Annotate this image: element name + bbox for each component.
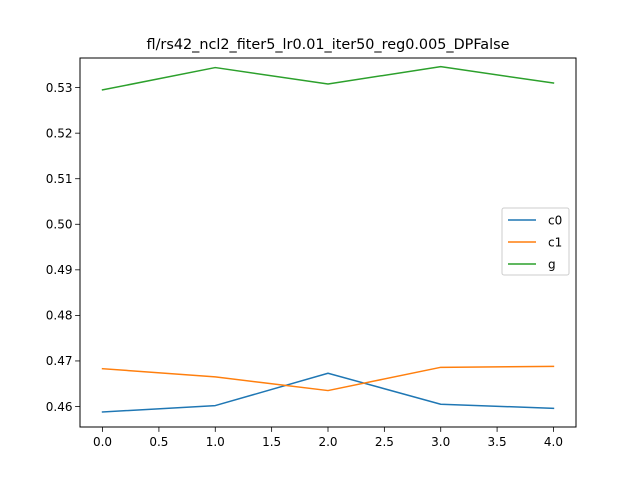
y-tick-label: 0.47 bbox=[46, 354, 73, 368]
x-tick-label: 0.5 bbox=[149, 435, 168, 449]
y-tick-label: 0.46 bbox=[46, 400, 73, 414]
x-tick-label: 1.0 bbox=[206, 435, 225, 449]
legend-items: c0 c1 g bbox=[508, 213, 562, 271]
y-tick-label: 0.51 bbox=[46, 172, 73, 186]
y-tick-label: 0.50 bbox=[46, 218, 73, 232]
x-tick-label: 2.0 bbox=[318, 435, 337, 449]
series-line-c1 bbox=[101, 365, 555, 392]
x-tick-label: 3.0 bbox=[431, 435, 450, 449]
x-axis-ticks: 0.0 0.5 1.0 1.5 2.0 2.5 3.0 3.5 4.0 bbox=[93, 427, 563, 449]
x-tick-label: 2.5 bbox=[375, 435, 394, 449]
y-axis-ticks: 0.46 0.47 0.48 0.49 0.50 0.51 0.52 0.53 bbox=[46, 81, 80, 414]
x-tick-label: 4.0 bbox=[544, 435, 563, 449]
plot-area bbox=[79, 57, 577, 428]
y-tick-label: 0.53 bbox=[46, 81, 73, 95]
x-tick-label: 3.5 bbox=[488, 435, 507, 449]
y-tick-label: 0.52 bbox=[46, 126, 73, 140]
legend-label-c1: c1 bbox=[548, 235, 562, 249]
series-line-g bbox=[101, 65, 555, 91]
chart-title: fl/rs42_ncl2_fiter5_lr0.01_iter50_reg0.0… bbox=[147, 37, 510, 53]
series-line-c0 bbox=[101, 372, 555, 413]
legend-label-c0: c0 bbox=[548, 213, 562, 227]
x-tick-label: 1.5 bbox=[262, 435, 281, 449]
y-tick-label: 0.48 bbox=[46, 309, 73, 323]
x-tick-label: 0.0 bbox=[93, 435, 112, 449]
series-layer bbox=[101, 65, 555, 413]
legend: c0 c1 g bbox=[501, 207, 570, 276]
y-tick-label: 0.49 bbox=[46, 263, 73, 277]
legend-label-g: g bbox=[548, 257, 556, 271]
